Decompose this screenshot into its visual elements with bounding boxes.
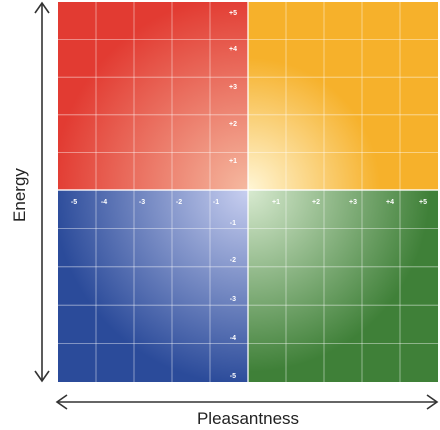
x-tick-label: +1 — [272, 199, 280, 206]
y-tick-label: -3 — [230, 296, 236, 303]
x-tick-label: -2 — [176, 199, 182, 206]
x-tick-label: +3 — [349, 199, 357, 206]
y-tick-label: -1 — [230, 220, 236, 227]
x-tick-label: -4 — [101, 199, 107, 206]
x-tick-label: -1 — [213, 199, 219, 206]
quadrant-bottom-left — [58, 190, 248, 382]
grid-lines — [58, 2, 438, 382]
x-axis-title: Pleasantness — [197, 409, 299, 428]
y-tick-label: +4 — [229, 46, 237, 53]
y-axis-title: Energy — [10, 168, 29, 222]
y-tick-label: +1 — [229, 158, 237, 165]
quadrant-top-left — [58, 2, 248, 190]
y-tick-label: -2 — [230, 257, 236, 264]
tick-labels: -5 -4 -3 -2 -1 +1 +2 +3 +4 +5 +5 +4 +3 +2 +1 -1 -2 -3 -4 -5 — [71, 10, 427, 380]
y-tick-label: -5 — [230, 373, 236, 380]
x-tick-label: +4 — [386, 199, 394, 206]
y-tick-label: +3 — [229, 84, 237, 91]
y-tick-label: +5 — [229, 10, 237, 17]
y-tick-label: -4 — [230, 335, 236, 342]
x-tick-label: +2 — [312, 199, 320, 206]
y-axis-arrow — [34, 1, 50, 383]
x-tick-label: -5 — [71, 199, 77, 206]
x-tick-label: +5 — [419, 199, 427, 206]
x-axis-arrow — [55, 394, 439, 410]
y-tick-label: +2 — [229, 121, 237, 128]
quadrant-top-right — [248, 2, 438, 190]
x-tick-label: -3 — [139, 199, 145, 206]
quadrant-bottom-right — [248, 190, 438, 382]
